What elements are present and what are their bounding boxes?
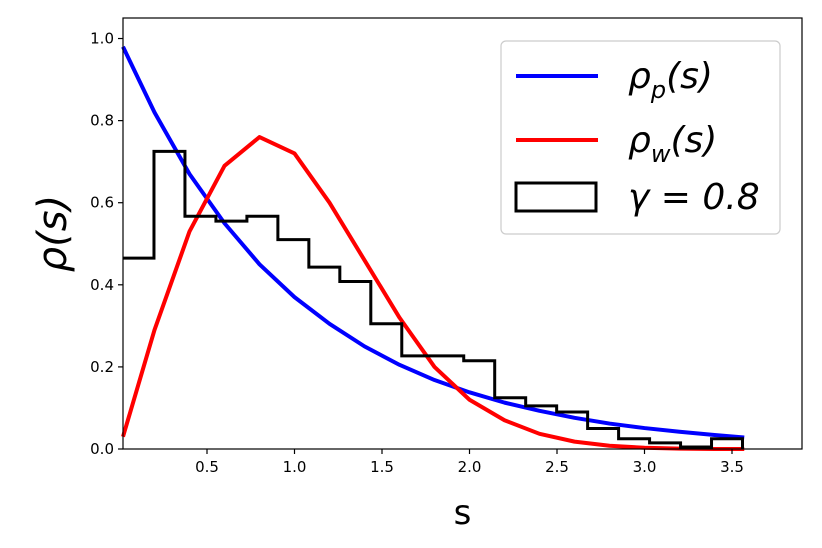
x-axis-label: s [454, 493, 472, 533]
y-tick-label: 0.6 [90, 194, 114, 212]
series-layer [121, 45, 745, 451]
x-axis: 0.5 1.0 1.5 2.0 2.5 3.0 3.5 [195, 449, 744, 476]
legend: ρp(s) ρw(s) γ = 0.8 [500, 40, 781, 235]
legend-label: ρp(s) [628, 56, 713, 104]
x-tick-label: 2.5 [545, 458, 569, 476]
legend-box [500, 40, 781, 235]
plot-frame [122, 17, 803, 450]
x-tick-label: 3.0 [633, 458, 657, 476]
legend-label: γ = 0.8 [628, 177, 760, 218]
legend-swatch-histogram [514, 181, 598, 213]
y-tick-label: 0.0 [90, 440, 114, 458]
series-line-1 [121, 135, 745, 451]
y-tick-label: 0.4 [90, 276, 114, 294]
series-line-0 [121, 45, 745, 440]
y-tick-label: 1.0 [90, 30, 114, 48]
y-tick-label: 0.2 [90, 358, 114, 376]
x-tick-label: 2.0 [458, 458, 482, 476]
x-tick-label: 1.5 [370, 458, 394, 476]
legend-label: ρw(s) [628, 120, 717, 168]
y-axis: 0.0 0.2 0.4 0.6 0.8 1.0 [90, 30, 123, 458]
y-tick-label: 0.8 [90, 112, 114, 130]
x-tick-label: 1.0 [283, 458, 307, 476]
x-tick-label: 0.5 [195, 458, 219, 476]
x-tick-label: 3.5 [720, 458, 744, 476]
series-histogram-step [123, 149, 744, 449]
y-axis-label: ρ(s) [30, 195, 76, 272]
